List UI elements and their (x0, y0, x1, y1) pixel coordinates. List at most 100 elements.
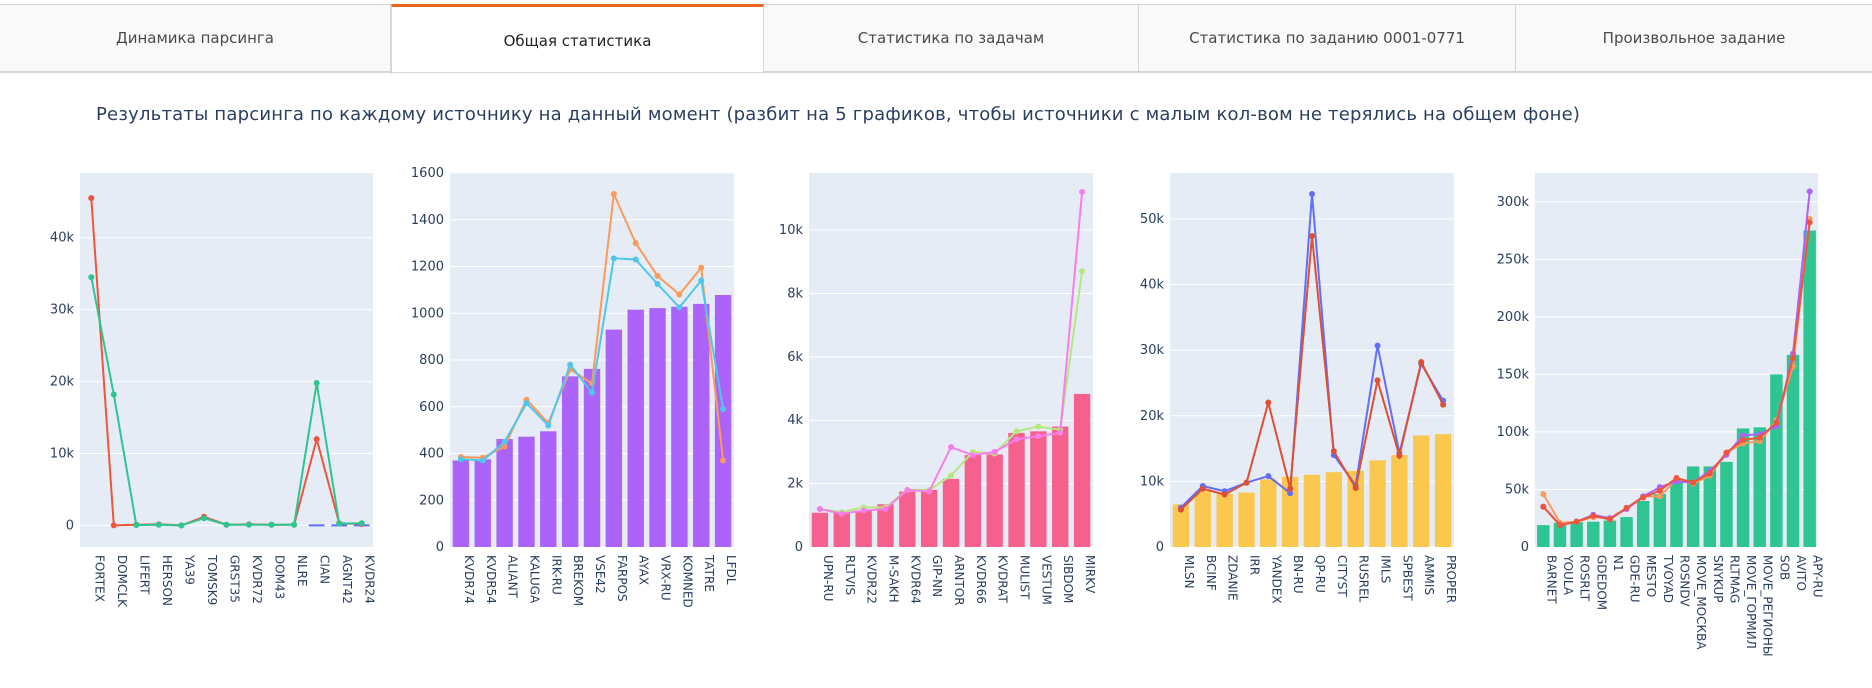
series-point (1656, 487, 1663, 494)
x-tick-label: SOB (1777, 555, 1791, 580)
series-point (1243, 479, 1250, 486)
bar (452, 460, 470, 547)
bar (964, 455, 982, 547)
series-point (223, 521, 230, 528)
series-point (567, 361, 574, 368)
y-tick-label: 200 (419, 493, 444, 508)
series-point (1573, 518, 1580, 525)
series-point (1287, 485, 1294, 492)
series-point (654, 272, 661, 279)
series-point (501, 443, 508, 450)
bar (474, 459, 491, 547)
x-tick-label: RLTVIS (843, 555, 857, 595)
bar (833, 512, 850, 547)
bar (1753, 427, 1766, 547)
series-point (676, 304, 683, 311)
series-point (1640, 494, 1647, 501)
y-tick-label: 1200 (411, 260, 444, 275)
tab-general-statistics[interactable]: Общая статистика (391, 4, 764, 74)
bar (1736, 428, 1750, 547)
x-tick-label: MLSN (1182, 555, 1196, 589)
x-tick-label: RLTMAG (1727, 555, 1741, 603)
bar (986, 454, 1003, 547)
bar (1703, 466, 1717, 547)
y-tick-label: 250k (1497, 252, 1530, 267)
y-tick-label: 10k (50, 447, 75, 462)
bar (1369, 460, 1386, 547)
series-point (155, 521, 162, 528)
x-tick-label: UPN-RU (821, 555, 835, 601)
x-tick-label: GDEDOM (1594, 555, 1608, 610)
series-point (1690, 479, 1697, 486)
x-tick-label: VESTUM (1039, 555, 1053, 605)
bar (855, 510, 872, 547)
x-tick-label: KVDR64 (908, 555, 922, 604)
series-point (1806, 188, 1813, 195)
plot-background-1 (80, 173, 373, 547)
series-point (1287, 490, 1294, 497)
y-tick-label: 0 (436, 540, 444, 555)
x-tick-label: MULIST (1018, 555, 1032, 600)
y-tick-label: 0 (66, 518, 74, 533)
series-point (882, 505, 889, 512)
series-point (1806, 219, 1813, 226)
series-point (336, 520, 343, 527)
series-point (1740, 432, 1747, 439)
bar (1434, 434, 1452, 547)
series-point (1309, 190, 1315, 197)
bar (899, 491, 916, 547)
series-point (1790, 355, 1797, 362)
tab-job-statistics[interactable]: Статистика по заданию 0001-0771 (1139, 4, 1516, 72)
x-tick-label: TOMSK9 (205, 554, 219, 605)
x-tick-label: KVDR54 (484, 555, 498, 604)
series-point (676, 291, 683, 298)
series-point (1352, 484, 1359, 491)
series-point (904, 486, 911, 493)
series-point (200, 515, 207, 522)
bar (1030, 431, 1047, 547)
tab-task-statistics[interactable]: Статистика по задачам (764, 4, 1139, 72)
series-point (133, 522, 140, 529)
x-tick-label: NLRE (295, 555, 309, 587)
x-tick-label: VRX-RU (659, 555, 673, 601)
bar (671, 306, 688, 547)
series-point (632, 240, 639, 247)
bar (1653, 494, 1667, 547)
y-tick-label: 100k (1497, 425, 1530, 440)
y-tick-label: 200k (1497, 310, 1530, 325)
tab-parsing-dynamics[interactable]: Динамика парсинга (0, 4, 391, 72)
series-point (1673, 474, 1680, 481)
x-tick-label: AVITO (1794, 555, 1808, 591)
bar (942, 478, 960, 547)
bar (1670, 482, 1683, 547)
x-tick-label: IRK-RU (549, 555, 563, 595)
series-point (1079, 268, 1086, 275)
x-tick-label: KVDR74 (462, 555, 476, 604)
series-point (698, 264, 705, 271)
x-tick-label: MOVE_МОСКВА (1694, 555, 1708, 650)
tab-custom-job[interactable]: Произвольное задание (1516, 4, 1872, 72)
series-point (479, 457, 486, 464)
bar (1391, 455, 1408, 547)
series-point (991, 448, 998, 455)
series-point (720, 406, 727, 413)
series-point (88, 274, 95, 281)
series-point (1265, 399, 1272, 406)
series-point (1013, 428, 1020, 435)
x-tick-label: LFDL (724, 555, 738, 585)
series-point (1540, 491, 1547, 498)
bar (1636, 500, 1650, 547)
x-tick-label: M-SAKH (886, 555, 900, 603)
x-tick-label: SPBEST (1400, 555, 1414, 601)
bar (1553, 522, 1567, 547)
tab-bar: Динамика парсинга Общая статистика Стати… (0, 0, 1872, 74)
x-tick-label: DOMCLK (115, 555, 129, 608)
series-point (1740, 436, 1747, 443)
bar (1570, 522, 1583, 547)
bar (1686, 466, 1700, 547)
bar (1238, 492, 1255, 547)
x-tick-label: AMMIS (1422, 555, 1436, 595)
x-tick-label: BCINF (1204, 555, 1218, 591)
x-tick-label: IMLS (1379, 555, 1393, 583)
